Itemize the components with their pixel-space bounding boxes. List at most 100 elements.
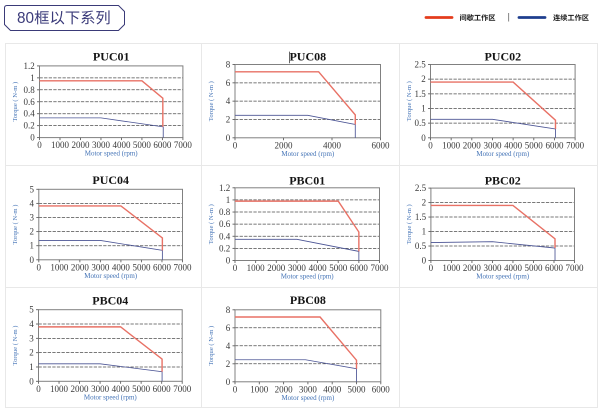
svg-text:0.5: 0.5	[414, 241, 426, 251]
svg-text:8: 8	[226, 304, 231, 314]
svg-text:1000: 1000	[250, 384, 269, 394]
svg-text:1: 1	[421, 103, 426, 113]
svg-text:0: 0	[428, 263, 433, 273]
svg-text:4: 4	[226, 96, 231, 106]
svg-text:0: 0	[226, 132, 231, 142]
svg-text:6000: 6000	[153, 140, 172, 150]
svg-text:2.5: 2.5	[414, 183, 426, 193]
svg-text:Torque ( N-m ): Torque ( N-m )	[208, 204, 215, 244]
svg-text:1000: 1000	[50, 262, 69, 272]
svg-text:0: 0	[233, 384, 238, 394]
svg-text:Motor speed (rpm): Motor speed (rpm)	[84, 271, 138, 279]
svg-text:1: 1	[30, 72, 35, 82]
svg-text:7000: 7000	[371, 263, 390, 273]
svg-text:2000: 2000	[70, 383, 89, 393]
svg-text:1: 1	[421, 226, 426, 236]
svg-text:0: 0	[421, 132, 426, 142]
svg-text:0: 0	[428, 140, 433, 150]
svg-text:3000: 3000	[91, 262, 110, 272]
svg-text:PUC08: PUC08	[289, 49, 326, 63]
svg-text:6000: 6000	[545, 140, 564, 150]
svg-text:6000: 6000	[372, 384, 391, 394]
svg-text:7000: 7000	[565, 263, 584, 273]
svg-text:1: 1	[29, 361, 34, 371]
svg-text:0: 0	[226, 255, 231, 265]
svg-text:3000: 3000	[483, 140, 502, 150]
svg-text:5000: 5000	[132, 140, 151, 150]
svg-text:0.2: 0.2	[219, 243, 230, 253]
svg-text:2000: 2000	[267, 263, 286, 273]
svg-text:0.4: 0.4	[23, 108, 35, 118]
svg-text:Motor speed (rpm): Motor speed (rpm)	[281, 272, 335, 280]
svg-text:5000: 5000	[348, 384, 367, 394]
svg-text:6000: 6000	[544, 263, 563, 273]
svg-text:1: 1	[226, 194, 231, 204]
svg-text:2000: 2000	[275, 384, 294, 394]
svg-text:5000: 5000	[524, 263, 543, 273]
svg-text:5: 5	[29, 184, 34, 194]
svg-text:Torque ( N-m ): Torque ( N-m )	[11, 81, 18, 121]
svg-text:0: 0	[233, 263, 238, 273]
svg-text:2: 2	[226, 358, 231, 368]
svg-text:5000: 5000	[132, 383, 151, 393]
svg-text:Motor speed (rpm): Motor speed (rpm)	[83, 393, 137, 401]
svg-text:80: 80	[17, 10, 34, 27]
svg-text:Torque ( N-m ): Torque ( N-m )	[405, 81, 412, 121]
svg-text:0: 0	[29, 376, 34, 386]
svg-text:4: 4	[29, 319, 34, 329]
svg-text:6000: 6000	[152, 262, 171, 272]
svg-text:0: 0	[36, 383, 41, 393]
svg-text:0.6: 0.6	[23, 96, 35, 106]
svg-text:4000: 4000	[504, 140, 523, 150]
svg-text:0.8: 0.8	[219, 207, 231, 217]
svg-text:1000: 1000	[247, 263, 266, 273]
svg-text:2000: 2000	[275, 140, 294, 150]
svg-text:Motor speed (rpm): Motor speed (rpm)	[281, 393, 335, 401]
svg-text:PUC04: PUC04	[92, 173, 129, 187]
svg-text:1: 1	[29, 240, 34, 250]
svg-text:PBC02: PBC02	[484, 173, 520, 187]
svg-text:6000: 6000	[372, 140, 391, 150]
svg-text:3: 3	[29, 333, 34, 343]
svg-text:Torque ( N-m ): Torque ( N-m )	[11, 204, 18, 244]
svg-text:5000: 5000	[524, 140, 543, 150]
svg-text:7000: 7000	[173, 140, 192, 150]
svg-text:4000: 4000	[323, 140, 342, 150]
svg-text:0.2: 0.2	[23, 120, 34, 130]
svg-text:4: 4	[29, 198, 34, 208]
svg-text:2: 2	[226, 114, 231, 124]
svg-text:4000: 4000	[111, 383, 130, 393]
svg-text:3000: 3000	[483, 263, 502, 273]
svg-text:4000: 4000	[309, 263, 328, 273]
svg-text:6: 6	[226, 77, 231, 87]
svg-text:4000: 4000	[112, 140, 131, 150]
svg-text:1000: 1000	[50, 140, 69, 150]
svg-text:7000: 7000	[173, 262, 192, 272]
svg-text:1.2: 1.2	[23, 60, 34, 70]
svg-text:Motor speed (rpm): Motor speed (rpm)	[476, 272, 530, 280]
svg-text:Torque ( N-m ): Torque ( N-m )	[11, 325, 18, 365]
svg-text:1000: 1000	[50, 383, 69, 393]
svg-text:Motor speed (rpm): Motor speed (rpm)	[476, 149, 530, 157]
svg-text:0: 0	[421, 255, 426, 265]
svg-text:1000: 1000	[442, 263, 461, 273]
svg-text:0.4: 0.4	[219, 231, 231, 241]
svg-text:2000: 2000	[462, 263, 481, 273]
svg-text:2: 2	[29, 347, 34, 357]
svg-text:2: 2	[421, 197, 426, 207]
svg-text:PBC08: PBC08	[290, 293, 326, 307]
svg-text:0.8: 0.8	[23, 84, 35, 94]
svg-text:2.5: 2.5	[414, 59, 426, 69]
svg-text:0: 0	[37, 140, 42, 150]
svg-text:6000: 6000	[152, 383, 171, 393]
svg-text:PUC01: PUC01	[92, 49, 129, 63]
svg-text:3: 3	[29, 212, 34, 222]
svg-text:2000: 2000	[71, 140, 90, 150]
svg-text:0: 0	[36, 262, 41, 272]
svg-text:Motor speed (rpm): Motor speed (rpm)	[84, 149, 138, 157]
svg-text:PUC02: PUC02	[484, 49, 521, 63]
svg-text:2: 2	[421, 74, 426, 84]
svg-text:3000: 3000	[288, 263, 307, 273]
svg-text:5: 5	[29, 304, 34, 314]
svg-text:1000: 1000	[442, 140, 461, 150]
